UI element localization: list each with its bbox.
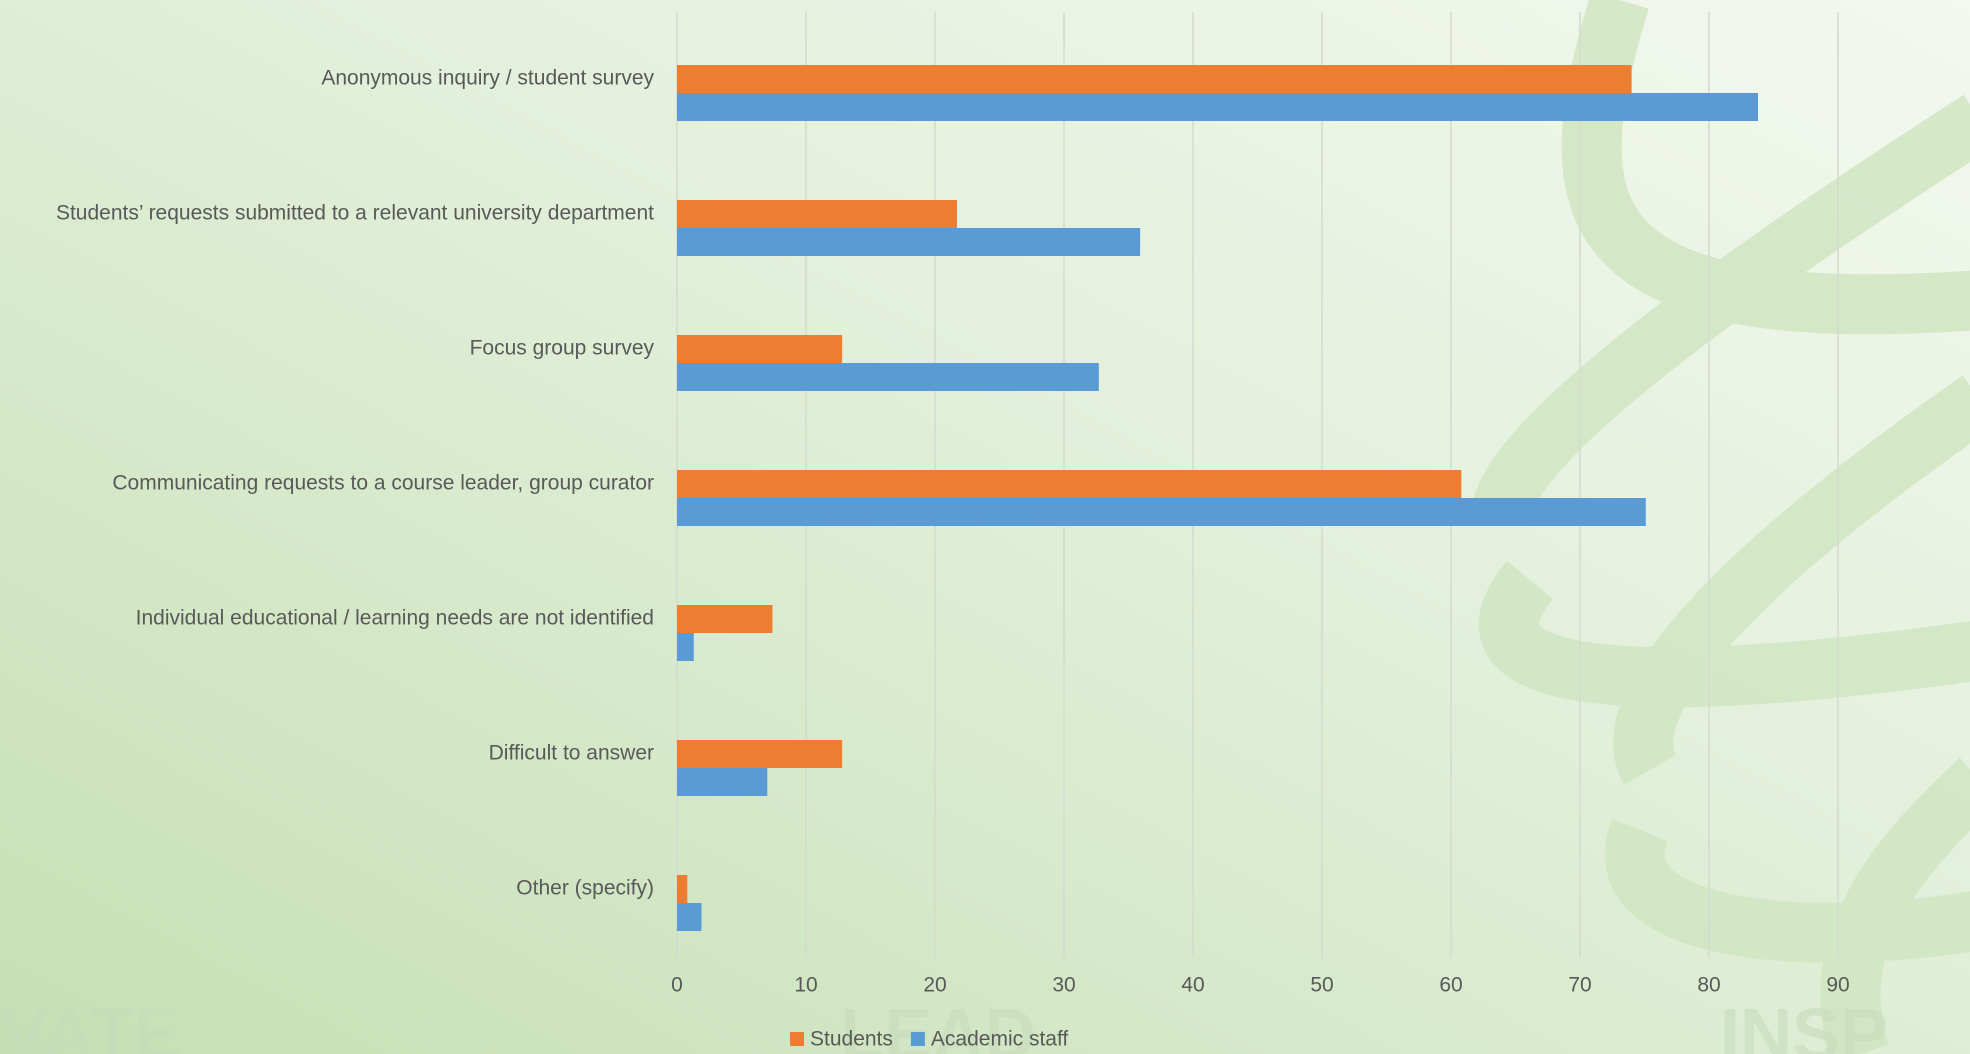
x-tick-label: 50 xyxy=(1310,974,1333,997)
bar xyxy=(677,875,688,903)
background-word: VATE xyxy=(0,995,181,1054)
bar xyxy=(677,768,768,796)
x-tick-label: 60 xyxy=(1439,974,1462,997)
x-tick-label: 90 xyxy=(1826,974,1849,997)
bar xyxy=(677,633,694,661)
bar xyxy=(677,605,773,633)
legend-label: Academic staff xyxy=(931,1028,1069,1051)
bar xyxy=(677,65,1632,93)
x-tick-label: 10 xyxy=(794,974,817,997)
x-tick-label: 0 xyxy=(671,974,683,997)
bar xyxy=(677,200,957,228)
x-tick-label: 70 xyxy=(1568,974,1591,997)
x-tick-label: 40 xyxy=(1181,974,1204,997)
y-tick-label: Difficult to answer xyxy=(489,742,654,765)
legend-swatch xyxy=(790,1032,804,1046)
x-tick-label: 20 xyxy=(923,974,946,997)
legend-swatch xyxy=(910,1032,925,1046)
y-tick-label: Other (specify) xyxy=(516,877,654,900)
bar xyxy=(677,498,1646,526)
bar xyxy=(677,93,1759,121)
bar xyxy=(677,335,843,363)
y-tick-label: Communicating requests to a course leade… xyxy=(112,472,654,495)
bar xyxy=(677,470,1462,498)
y-tick-label: Anonymous inquiry / student survey xyxy=(321,67,654,90)
x-tick-label: 30 xyxy=(1052,974,1075,997)
bar xyxy=(677,740,843,768)
bar xyxy=(677,363,1099,391)
background-word: INSP xyxy=(1720,995,1888,1054)
x-tick-label: 80 xyxy=(1697,974,1720,997)
y-tick-label: Students’ requests submitted to a releva… xyxy=(56,202,654,225)
y-tick-label: Individual educational / learning needs … xyxy=(136,607,654,630)
legend-label: Students xyxy=(810,1028,893,1051)
y-tick-label: Focus group survey xyxy=(470,337,655,360)
background-word: LEAD xyxy=(840,995,1036,1054)
bar xyxy=(677,228,1141,256)
bar xyxy=(677,903,702,931)
